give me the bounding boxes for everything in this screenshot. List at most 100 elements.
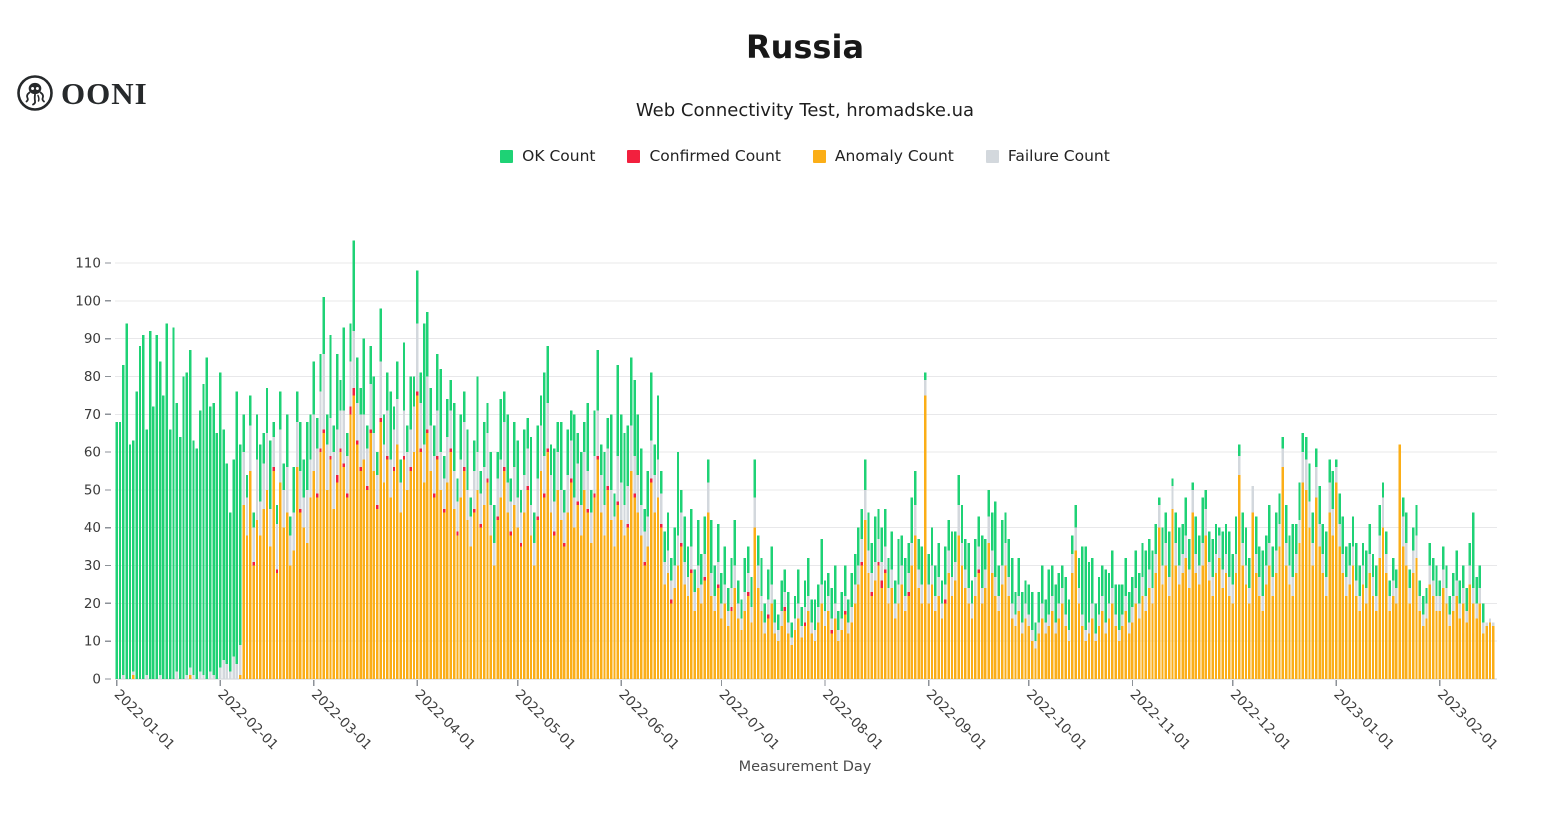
stacked-bar[interactable] [1198,535,1201,679]
stacked-bar[interactable] [1328,459,1331,679]
stacked-bar[interactable] [392,406,396,679]
stacked-bar[interactable] [636,414,640,679]
stacked-bar[interactable] [783,569,787,679]
stacked-bar[interactable] [1398,444,1401,679]
stacked-bar[interactable] [847,599,850,679]
stacked-bar[interactable] [1167,531,1171,679]
stacked-bar[interactable] [1321,523,1325,679]
stacked-bar[interactable] [730,557,733,679]
stacked-bar[interactable] [1378,505,1381,679]
stacked-bar[interactable] [940,580,944,679]
stacked-bar[interactable] [335,353,339,679]
stacked-bar[interactable] [960,505,964,679]
stacked-bar[interactable] [275,505,279,679]
stacked-bar[interactable] [807,557,810,679]
stacked-bar[interactable] [255,414,259,679]
stacked-bar[interactable] [242,414,245,679]
stacked-bar[interactable] [1415,505,1418,679]
stacked-bar[interactable] [396,361,399,679]
stacked-bar[interactable] [128,444,132,679]
stacked-bar[interactable] [1027,584,1031,679]
stacked-bar[interactable] [893,580,897,679]
stacked-bar[interactable] [1121,584,1124,679]
stacked-bar[interactable] [205,357,209,679]
stacked-bar[interactable] [342,327,346,679]
stacked-bar[interactable] [599,444,603,679]
stacked-bar[interactable] [1338,493,1341,679]
stacked-bar[interactable] [1251,486,1254,679]
stacked-bar[interactable] [797,569,800,679]
stacked-bar[interactable] [1325,531,1328,679]
stacked-bar[interactable] [623,433,626,679]
stacked-bar[interactable] [315,418,319,679]
stacked-bar[interactable] [1188,539,1191,679]
stacked-bar[interactable] [406,425,409,679]
stacked-bar[interactable] [285,414,289,679]
stacked-bar[interactable] [1355,542,1358,679]
stacked-bar[interactable] [1448,595,1452,679]
stacked-bar[interactable] [222,429,225,679]
stacked-bar[interactable] [1405,512,1408,679]
stacked-bar[interactable] [850,573,853,679]
stacked-bar[interactable] [673,527,676,679]
stacked-bar[interactable] [763,603,767,679]
stacked-bar[interactable] [666,512,670,679]
stacked-bar[interactable] [1010,557,1014,679]
stacked-bar[interactable] [873,516,877,679]
stacked-bar[interactable] [1204,489,1208,679]
stacked-bar[interactable] [145,429,148,679]
stacked-bar[interactable] [1084,546,1087,679]
stacked-bar[interactable] [589,489,593,679]
stacked-bar[interactable] [1241,512,1244,679]
stacked-bar[interactable] [680,489,683,679]
stacked-bar[interactable] [1004,512,1007,679]
stacked-bar[interactable] [579,452,583,679]
stacked-bar[interactable] [994,501,997,679]
stacked-bar[interactable] [1278,493,1281,679]
stacked-bar[interactable] [1030,592,1034,679]
stacked-bar[interactable] [640,448,643,679]
stacked-bar[interactable] [299,421,302,679]
stacked-bar[interactable] [713,565,716,679]
stacked-bar[interactable] [1401,497,1405,679]
stacked-bar[interactable] [990,512,994,679]
stacked-bar[interactable] [1428,542,1432,679]
stacked-bar[interactable] [1127,592,1131,679]
stacked-bar[interactable] [1211,539,1214,679]
stacked-bar[interactable] [1117,584,1121,679]
stacked-bar[interactable] [1014,592,1017,679]
stacked-bar[interactable] [1074,505,1077,679]
stacked-bar[interactable] [810,599,813,679]
stacked-bar[interactable] [1345,546,1348,679]
stacked-bar[interactable] [770,546,773,679]
stacked-bar[interactable] [1178,527,1181,679]
stacked-bar[interactable] [295,391,299,679]
stacked-bar[interactable] [746,546,750,679]
stacked-bar[interactable] [833,565,837,679]
stacked-bar[interactable] [907,542,910,679]
stacked-bar[interactable] [987,489,990,679]
stacked-bar[interactable] [346,433,349,679]
stacked-bar[interactable] [1124,557,1127,679]
stacked-bar[interactable] [202,384,205,679]
stacked-bar[interactable] [613,493,616,679]
stacked-bar[interactable] [369,346,372,679]
stacked-bar[interactable] [493,505,496,679]
stacked-bar[interactable] [1395,569,1398,679]
stacked-bar[interactable] [583,421,586,679]
stacked-bar[interactable] [516,440,519,679]
stacked-bar[interactable] [229,512,232,679]
stacked-bar[interactable] [997,565,1000,679]
stacked-bar[interactable] [1151,550,1154,679]
stacked-bar[interactable] [753,459,757,679]
stacked-bar[interactable] [710,520,713,679]
stacked-bar[interactable] [1455,550,1458,679]
stacked-bar[interactable] [456,478,459,679]
stacked-bar[interactable] [115,421,118,679]
stacked-bar[interactable] [503,391,506,679]
stacked-bar[interactable] [830,588,833,679]
stacked-bar[interactable] [1301,433,1305,679]
stacked-bar[interactable] [1208,531,1211,679]
stacked-bar[interactable] [1264,535,1268,679]
stacked-bar[interactable] [1274,512,1278,679]
